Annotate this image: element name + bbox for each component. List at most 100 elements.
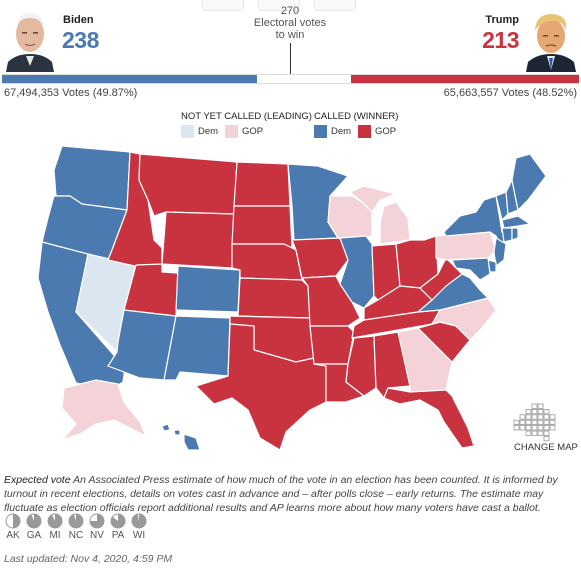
state-ma[interactable] [501,215,531,229]
change-map-grid-icon[interactable] [513,403,556,442]
expected-vote-pie [110,513,126,529]
state-ak[interactable] [61,379,147,441]
expected-vote-state-label: WI [132,530,146,541]
view-tab-right[interactable] [314,0,356,11]
state-co[interactable] [175,265,241,313]
legend-called-heading: CALLED (WINNER) [314,111,399,122]
state-nj[interactable] [493,237,507,267]
expected-vote-pie [68,513,84,529]
change-map-grid-cell [531,419,538,426]
expected-vote-pie-fill [69,514,83,528]
change-map-grid-cell [531,403,538,409]
change-map-grid-cell [531,430,538,436]
state-hi[interactable] [161,423,201,451]
view-tab-middle[interactable] [258,0,300,11]
change-map-grid-cell [525,425,532,431]
expected-vote-note: Expected vote An Associated Press estima… [4,473,576,515]
change-map-grid-cell [543,425,550,431]
expected-vote-state-label: NC [68,530,84,541]
expected-vote-item: GA [26,513,42,541]
change-map-grid-cell [525,430,532,436]
expected-vote-state-label: MI [49,530,61,541]
change-map-grid-cell [519,419,526,426]
state-nm[interactable] [163,315,231,381]
change-map-grid-cell [549,419,556,426]
expected-vote-item: PA [110,513,126,541]
change-map-grid-cell [537,403,544,409]
expected-vote-state-label: AK [6,530,20,541]
change-map-grid-cell [531,408,538,415]
change-map-grid-cell [549,414,556,420]
us-electoral-map [37,145,556,451]
expected-vote-pie [5,513,21,529]
legend-dem-called-swatch [314,125,327,138]
threshold-label: 270 Electoral votes to win [240,5,340,41]
expected-vote-state-label: GA [26,530,42,541]
state-mt[interactable] [138,153,238,217]
threshold-line1: Electoral votes [253,17,327,29]
legend-gop-leaning-label: GOP [242,126,264,137]
expected-vote-state-label: NV [90,530,104,541]
state-ia[interactable] [291,237,349,279]
trump-avatar [524,6,578,72]
change-map-grid-cell [531,414,538,420]
expected-vote-item: MI [47,513,63,541]
state-ne[interactable] [231,243,303,281]
expected-vote-item: NV [89,513,105,541]
legend-gop-leaning-swatch [225,125,238,138]
change-map-grid-cell [519,425,526,431]
change-map-grid-cell [525,414,532,420]
note-term: Expected vote [4,474,71,486]
note-text: An Associated Press estimate of how much… [4,474,558,514]
state-sd[interactable] [231,205,293,249]
change-map-grid-cell [537,414,544,420]
change-map-grid-cell [543,435,550,442]
expected-vote-pie [89,513,105,529]
expected-vote-pie [26,513,42,529]
change-map-grid-cell [549,425,556,431]
change-map-grid-cell [513,419,520,426]
state-me[interactable] [511,153,547,211]
last-updated: Last updated: Nov 4, 2020, 4:59 PM [4,553,173,565]
change-map-grid-cell [525,408,532,415]
state-tx[interactable] [195,323,327,451]
change-map-grid-cell [543,430,550,436]
change-map-grid-cell [543,414,550,420]
change-map-grid-cell [543,408,550,415]
state-md[interactable] [451,257,491,281]
change-map-button[interactable]: CHANGE MAP [514,442,578,453]
electoral-bar-dem [2,75,258,83]
change-map-grid-cell [531,425,538,431]
state-nd[interactable] [233,161,291,207]
threshold-line2: to win [275,29,305,41]
state-ct[interactable] [501,227,513,243]
state-wv[interactable] [419,257,463,301]
electoral-bar-gop [350,75,579,83]
change-map-grid-cell [537,408,544,415]
legend-dem-leaning-label: Dem [198,126,219,137]
threshold-number: 270 [280,5,300,17]
state-ri[interactable] [511,227,519,241]
dem-electoral-votes: 238 [62,27,99,53]
electoral-bar [2,74,579,84]
dem-popular-votes: 67,494,353 Votes (49.87%) [4,87,138,99]
expected-vote-item: WI [131,513,147,541]
view-tab-left[interactable] [202,0,244,11]
state-ks[interactable] [237,277,311,319]
state-ar[interactable] [309,325,355,365]
expected-vote-item: AK [5,513,21,541]
state-pa[interactable] [435,231,497,261]
state-wy[interactable] [161,211,235,269]
biden-avatar [4,4,56,72]
state-wi[interactable] [327,195,373,241]
legend-gop-called-label: GOP [375,126,397,137]
expected-vote-pie-fill [132,514,146,528]
change-map-grid-cell [513,425,520,431]
change-map-grid-cell [537,419,544,426]
expected-vote-state-label: PA [111,530,125,541]
state-fl[interactable] [383,387,475,449]
gop-electoral-votes: 213 [482,27,519,53]
expected-vote-pie-fill [111,514,125,528]
expected-vote-pie-fill [90,514,104,528]
state-mo[interactable] [301,275,361,327]
